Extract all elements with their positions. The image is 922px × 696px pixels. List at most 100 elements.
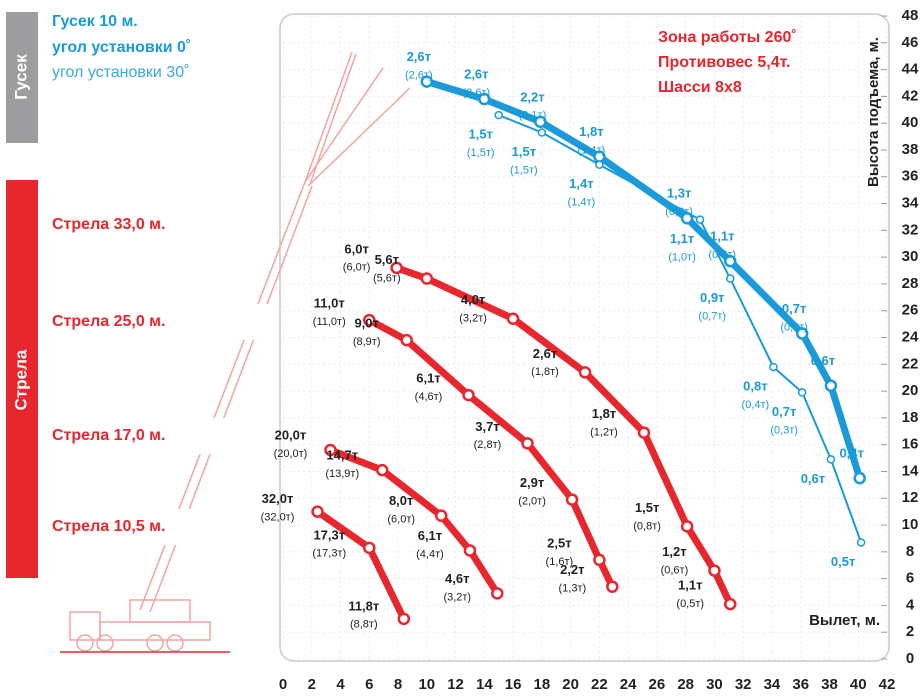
y-tick-label: 30 bbox=[902, 248, 919, 265]
y-tick-label: 40 bbox=[902, 114, 919, 131]
point-label: 0,6т bbox=[801, 471, 825, 486]
jib-legend-box bbox=[42, 8, 276, 88]
jib-bar bbox=[6, 12, 38, 143]
point-label: 2,6т bbox=[407, 49, 431, 64]
point bbox=[637, 426, 651, 439]
point bbox=[521, 437, 534, 450]
point-label-alt: (3,2т) bbox=[459, 313, 487, 325]
point-label-alt: (0,4т) bbox=[742, 399, 770, 411]
point-label: 1,5т bbox=[512, 144, 536, 159]
point-label: 14,7т bbox=[326, 448, 358, 463]
annotation: Зона работы 260˚ bbox=[658, 29, 797, 46]
legend-box bbox=[42, 207, 276, 243]
point bbox=[434, 509, 448, 522]
point bbox=[856, 538, 866, 547]
point-label-alt: (1,4т) bbox=[568, 197, 596, 209]
y-tick-label: 44 bbox=[902, 61, 919, 78]
x-tick-label: 30 bbox=[706, 676, 723, 693]
point-label-alt: (11,0т) bbox=[313, 316, 346, 328]
x-tick-label: 18 bbox=[534, 676, 551, 693]
point bbox=[565, 493, 579, 506]
point bbox=[723, 597, 737, 611]
point-label: 0,7т bbox=[772, 404, 796, 419]
point-label-alt: (0,7т) bbox=[698, 310, 726, 322]
y-tick-label: 18 bbox=[902, 409, 919, 426]
point bbox=[463, 544, 477, 557]
y-tick-label: 6 bbox=[906, 570, 914, 587]
y-tick-label: 12 bbox=[902, 489, 919, 506]
point-label-alt: (0,6т) bbox=[708, 249, 736, 261]
y-tick-label: 16 bbox=[902, 436, 919, 453]
point bbox=[491, 587, 504, 600]
point-label: 0,9т bbox=[700, 290, 724, 305]
point-label-alt: (2,6т) bbox=[405, 70, 433, 82]
point-label-alt: (4,6т) bbox=[415, 391, 443, 403]
legend-box bbox=[42, 509, 276, 545]
point-label: 2,6т bbox=[533, 346, 557, 361]
point bbox=[853, 471, 866, 485]
point-label: 9,0т bbox=[354, 316, 378, 331]
point-label-alt: (0,5т) bbox=[676, 598, 704, 610]
point-label-alt: (1,5т) bbox=[467, 147, 495, 159]
point bbox=[390, 261, 403, 275]
legend-label: угол установки 0˚ bbox=[52, 39, 191, 56]
y-axis-title: Высота подъема, м. bbox=[865, 37, 882, 187]
y-tick-label: 10 bbox=[902, 516, 919, 533]
point-label: 1,4т bbox=[569, 176, 593, 191]
point-label: 1,1т bbox=[670, 231, 694, 246]
y-tick-label: 36 bbox=[902, 168, 919, 185]
annotation: Шасси 8х8 bbox=[658, 79, 742, 96]
point-label-alt: (1,5т) bbox=[510, 164, 538, 176]
point-label: 1,3т bbox=[667, 186, 691, 201]
point-label: 17,3т bbox=[313, 527, 345, 542]
point-label-alt: (13,9т) bbox=[325, 468, 359, 480]
point bbox=[593, 553, 606, 567]
point bbox=[324, 443, 337, 457]
x-tick-label: 12 bbox=[447, 676, 464, 693]
y-tick-label: 26 bbox=[902, 302, 919, 319]
y-tick-label: 42 bbox=[902, 87, 919, 104]
y-tick-label: 32 bbox=[902, 221, 919, 238]
series-line bbox=[393, 264, 734, 608]
jib-bar-label: Гусек bbox=[11, 54, 30, 100]
y-tick-label: 4 bbox=[906, 596, 915, 613]
point-label: 0,7т bbox=[782, 301, 806, 316]
y-tick-label: 48 bbox=[902, 7, 919, 24]
point-label: 0,4т bbox=[839, 446, 863, 461]
point-label: 0,8т bbox=[743, 378, 767, 393]
x-tick-label: 34 bbox=[764, 676, 781, 693]
point-label: 2,5т bbox=[547, 535, 571, 550]
x-tick-label: 10 bbox=[418, 676, 435, 693]
boom-bar-label: Стрела bbox=[11, 349, 30, 410]
point-label-alt: (5,6т) bbox=[373, 272, 401, 284]
point-label-alt: (1,2т) bbox=[590, 427, 618, 439]
jib-title: Гусек 10 м. bbox=[52, 13, 138, 30]
point bbox=[420, 75, 434, 88]
x-tick-label: 22 bbox=[591, 676, 608, 693]
point bbox=[506, 312, 520, 325]
x-tick-label: 4 bbox=[336, 676, 345, 693]
y-tick-label: 20 bbox=[902, 382, 919, 399]
point bbox=[769, 362, 778, 372]
point-label: 6,1т bbox=[418, 528, 442, 543]
point bbox=[363, 541, 376, 555]
point-label-alt: (2,0т) bbox=[518, 495, 546, 507]
point bbox=[606, 580, 619, 593]
point-label: 0,5т bbox=[831, 554, 855, 569]
point-label: 2,6т bbox=[464, 66, 488, 81]
point-label-alt: (0,8т) bbox=[665, 206, 693, 218]
point-label-alt: (6,0т) bbox=[343, 262, 371, 274]
point bbox=[826, 455, 836, 464]
y-tick-label: 8 bbox=[906, 543, 914, 560]
point-label-alt: (8,9т) bbox=[353, 336, 381, 348]
point-label: 2,2т bbox=[520, 89, 544, 104]
y-tick-label: 24 bbox=[902, 328, 919, 345]
point-label-alt: (6,0т) bbox=[387, 514, 415, 526]
point bbox=[795, 327, 809, 340]
point-label-alt: (1,3т) bbox=[558, 583, 586, 595]
point-label-alt: (1,8т) bbox=[531, 366, 559, 378]
annotation: Противовес 5,4т. bbox=[658, 54, 791, 71]
point bbox=[708, 564, 721, 577]
